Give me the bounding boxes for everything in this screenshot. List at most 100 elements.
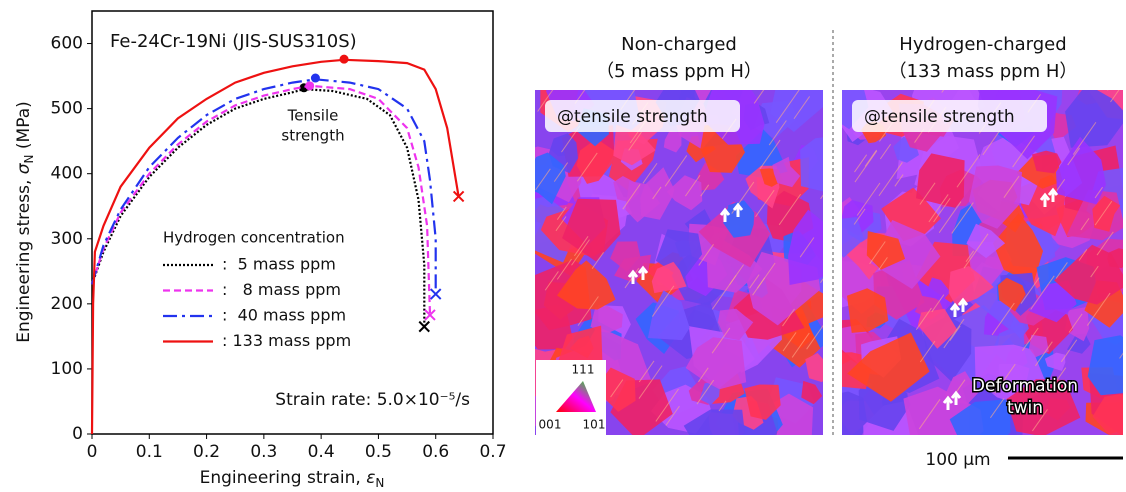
grain — [562, 198, 621, 262]
y-tick-label: 0 — [72, 424, 83, 444]
grain — [917, 308, 958, 349]
series-line — [90, 87, 426, 327]
fracture-point — [424, 309, 436, 321]
legend-label: : 5 mass ppm — [222, 255, 336, 274]
series-line — [90, 84, 432, 315]
series-line — [90, 58, 460, 435]
twin-line — [854, 150, 878, 183]
arrow — [949, 302, 961, 317]
twin-line — [665, 405, 680, 426]
twin-line — [854, 154, 868, 173]
grain — [723, 200, 755, 238]
twin-line — [1055, 262, 1068, 279]
twin-line — [753, 90, 765, 104]
annotation: Tensile — [287, 107, 339, 125]
x-tick-label: 0.6 — [422, 442, 449, 462]
series-line — [90, 78, 437, 295]
twin-line — [1056, 179, 1066, 191]
twin-line — [711, 274, 737, 310]
twin-line — [755, 189, 775, 218]
grain — [866, 231, 906, 270]
twin-line — [933, 197, 951, 223]
twin-line — [791, 332, 810, 358]
arrow — [942, 395, 954, 410]
twin-line — [698, 244, 714, 266]
panel-subtitle: （133 mass ppm H） — [889, 61, 1078, 82]
grain — [699, 381, 721, 405]
grain — [570, 335, 594, 359]
arrow — [1047, 187, 1059, 202]
grain — [744, 384, 781, 420]
arrow — [627, 269, 639, 284]
legend-label: : 133 mass ppm — [222, 331, 351, 350]
twin-line — [1096, 231, 1114, 256]
twin-line — [919, 182, 936, 205]
twin-line — [628, 131, 642, 151]
grain — [772, 156, 801, 188]
arrow — [1039, 192, 1051, 207]
twin-line — [577, 296, 599, 326]
key-label: 111 — [572, 363, 595, 377]
grain — [1006, 379, 1081, 435]
tensile-strength-point — [339, 54, 349, 64]
twin-line — [918, 398, 941, 430]
twin-line — [1094, 200, 1113, 226]
grain — [613, 124, 656, 166]
grain — [770, 90, 823, 132]
scale-label: 100 µm — [925, 450, 990, 470]
x-tick-label: 0 — [87, 442, 98, 462]
grain — [685, 337, 747, 390]
twin-line — [1032, 409, 1048, 432]
grain — [842, 217, 864, 258]
twin-line — [1035, 341, 1053, 367]
y-tick-label: 200 — [51, 294, 83, 314]
grain — [651, 261, 687, 294]
twin-line — [949, 325, 961, 341]
twin-line — [1003, 175, 1020, 198]
twin-line — [864, 149, 877, 167]
plot-frame — [91, 10, 494, 435]
x-tick-label: 0.5 — [365, 442, 392, 462]
twin-line — [994, 363, 1016, 394]
twin-line — [1086, 292, 1111, 326]
twin-line — [752, 262, 776, 296]
twin-line — [878, 257, 888, 271]
twin-line — [1119, 352, 1123, 359]
key-label: 101 — [583, 418, 606, 432]
grain — [800, 137, 823, 192]
grain — [788, 209, 823, 285]
twin-line — [1022, 327, 1039, 351]
grain — [949, 399, 1011, 435]
twin-line — [1012, 135, 1035, 168]
twin-line — [775, 90, 800, 123]
twin-line — [782, 332, 797, 352]
twin-line — [951, 202, 974, 234]
fracture-point — [452, 190, 465, 203]
grain — [1032, 150, 1062, 174]
grain — [1064, 306, 1090, 342]
twin-line — [652, 186, 662, 200]
twin-line — [991, 302, 1015, 336]
grain — [697, 162, 725, 191]
twin-line — [1078, 249, 1088, 261]
x-tick-label: 0.3 — [250, 442, 277, 462]
twin-line — [793, 96, 811, 120]
twin-line — [989, 398, 1005, 419]
twin-line — [537, 90, 554, 112]
twin-line — [943, 318, 965, 349]
twin-label: Deformation — [972, 376, 1078, 396]
twin-line — [778, 193, 801, 226]
grain — [590, 306, 623, 333]
twin-line — [856, 182, 881, 216]
twin-line — [651, 285, 675, 317]
x-axis-label: Engineering strain, εN — [200, 468, 385, 490]
x-tick-label: 0.4 — [308, 442, 335, 462]
twin-line — [919, 340, 936, 363]
panel-title: Non-charged — [621, 34, 737, 55]
twin-line — [642, 162, 658, 184]
grain — [1056, 136, 1106, 205]
twin-line — [1020, 277, 1040, 304]
annotation: strength — [281, 127, 344, 145]
grain — [663, 130, 682, 153]
